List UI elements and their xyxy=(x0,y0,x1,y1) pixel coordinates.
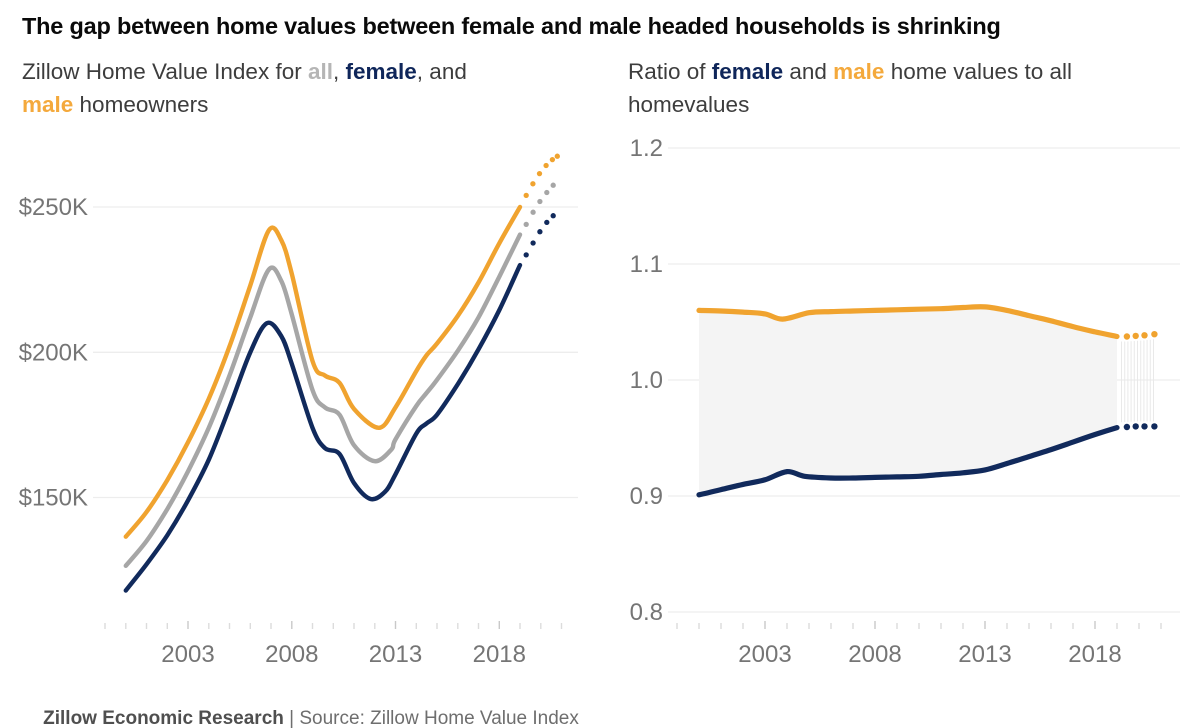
series-line-female xyxy=(123,262,523,593)
x-axis-ticks xyxy=(104,621,563,629)
text-segment-normal: Zillow Home Value Index for xyxy=(22,59,308,84)
x-axis-ticks xyxy=(676,621,1162,629)
y-axis-label: 0.8 xyxy=(630,599,663,626)
text-segment-male: male xyxy=(833,59,885,84)
forecast-dots-female xyxy=(1123,423,1158,431)
gridlines-and-y-axis: $250K $200K $150K xyxy=(19,194,578,512)
forecast-dots-all xyxy=(523,182,556,228)
text-segment-normal: homeowners xyxy=(73,92,209,117)
series-line-male xyxy=(123,204,523,539)
text-segment-female: female xyxy=(711,59,784,84)
forecast-dot xyxy=(537,198,543,205)
forecast-dot xyxy=(537,229,543,235)
forecast-dot xyxy=(530,181,536,187)
forecast-dot xyxy=(530,240,536,246)
y-axis-label: 0.9 xyxy=(630,483,663,510)
forecast-dot xyxy=(536,170,543,177)
text-segment-normal: and xyxy=(783,59,834,84)
forecast-dot xyxy=(1123,333,1131,340)
x-axis-labels: 2003 2008 2013 2018 xyxy=(161,641,526,668)
series-line-female xyxy=(696,425,1120,498)
text-segment-normal: Ratio of xyxy=(628,59,712,84)
series-line-male xyxy=(696,304,1120,340)
forecast-dot xyxy=(1141,332,1148,339)
forecast-dot xyxy=(523,252,529,258)
y-axis-label: 1.1 xyxy=(630,251,663,278)
text-segment-normal: homevalues xyxy=(628,92,750,117)
forecast-dot xyxy=(544,219,550,226)
series-male xyxy=(123,153,560,539)
forecast-dot xyxy=(523,221,529,228)
forecast-dot xyxy=(1141,423,1148,430)
forecast-dot xyxy=(1132,332,1139,340)
forecast-dot xyxy=(1151,331,1158,338)
ratio-band-fill xyxy=(699,306,1117,495)
ratio-to-all-home-values-chart: 1.2 1.1 1.0 0.9 0.8 2003 2008 2013 2018 xyxy=(630,135,1180,668)
zhvi-by-household-head-chart: $250K $200K $150K 2003 2008 2013 2018 xyxy=(19,153,578,668)
y-axis-label: $200K xyxy=(19,339,88,366)
forecast-dot xyxy=(543,162,549,169)
x-axis-label: 2008 xyxy=(265,641,318,668)
x-axis-label: 2003 xyxy=(161,641,214,668)
y-axis-label: 1.0 xyxy=(630,367,663,394)
series-male xyxy=(696,304,1158,340)
y-axis-label: $250K xyxy=(19,194,88,221)
text-segment-normal: , xyxy=(332,59,346,84)
forecast-dot xyxy=(550,213,556,219)
forecast-dot xyxy=(549,156,556,163)
series-all xyxy=(123,182,556,568)
forecast-dots-female xyxy=(523,213,556,258)
text-segment-male: male xyxy=(22,92,74,117)
forecast-dot xyxy=(530,209,536,215)
left-chart-subtitle: Zillow Home Value Index for all, female,… xyxy=(22,55,597,121)
forecast-dots-male xyxy=(523,153,560,199)
footer-divider: | xyxy=(283,708,300,728)
x-axis-label: 2018 xyxy=(473,641,526,668)
text-segment-normal: , and xyxy=(416,59,467,84)
forecast-hatch xyxy=(1121,339,1154,423)
x-axis-label: 2018 xyxy=(1068,641,1121,668)
forecast-dot xyxy=(550,182,556,188)
forecast-dot xyxy=(1151,423,1158,430)
text-segment-female: female xyxy=(345,59,417,84)
forecast-dot xyxy=(1132,423,1139,430)
y-axis-label: $150K xyxy=(19,485,88,512)
right-chart-subtitle: Ratio of female and male home values to … xyxy=(628,55,1173,121)
forecast-dots-male xyxy=(1123,331,1158,340)
source-footer: Zillow Economic Research | Source: Zillo… xyxy=(22,686,579,728)
x-axis-labels: 2003 2008 2013 2018 xyxy=(738,641,1121,668)
text-segment-all: all xyxy=(307,59,333,84)
forecast-dot xyxy=(523,192,529,199)
series-female xyxy=(696,423,1158,498)
gridlines-and-y-axis: 1.2 1.1 1.0 0.9 0.8 xyxy=(630,135,1180,626)
text-segment-normal: home values to all xyxy=(884,59,1073,84)
series-female xyxy=(123,213,556,593)
footer-source: Source: Zillow Home Value Index xyxy=(299,708,579,728)
x-axis-label: 2003 xyxy=(738,641,791,668)
forecast-dot xyxy=(1123,423,1131,431)
forecast-dot xyxy=(544,189,550,196)
x-axis-label: 2008 xyxy=(848,641,901,668)
x-axis-label: 2013 xyxy=(958,641,1011,668)
forecast-dot xyxy=(554,153,560,159)
page-title: The gap between home values between fema… xyxy=(22,13,1001,39)
x-axis-label: 2013 xyxy=(369,641,422,668)
y-axis-label: 1.2 xyxy=(630,135,663,162)
footer-brand: Zillow Economic Research xyxy=(43,708,284,728)
series-line-all xyxy=(123,232,523,568)
